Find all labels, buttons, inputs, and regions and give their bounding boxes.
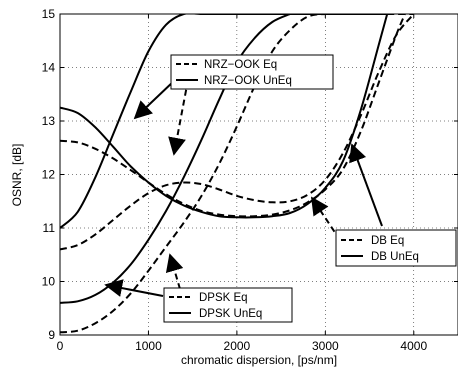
y-tick-label: 15 <box>42 7 56 21</box>
y-tick-label: 13 <box>42 114 56 128</box>
legend-label: DPSK UnEq <box>199 308 262 320</box>
arrow-dpsk-eq <box>170 255 180 289</box>
arrow-db-uneq <box>352 145 382 226</box>
x-axis-label: chromatic dispersion, [ps/nm] <box>181 353 337 367</box>
arrow-nrz-eq <box>174 80 188 154</box>
legend-label: DB Eq <box>371 235 404 247</box>
y-tick-label: 14 <box>42 61 56 75</box>
legend-label: NRZ−OOK UnEq <box>204 75 292 87</box>
series-line-2 <box>60 14 387 217</box>
y-tick-label: 11 <box>43 221 56 235</box>
legend-db: DB Eq DB UnEq <box>336 230 456 266</box>
arrow-dpsk-uneq <box>106 285 163 296</box>
series-line-6 <box>60 13 387 228</box>
y-tick-label: 9 <box>48 328 55 342</box>
x-tick-label: 1000 <box>135 339 162 353</box>
legend-label: DB UnEq <box>371 251 419 263</box>
legend-label: DPSK Eq <box>199 292 248 304</box>
legend-label: NRZ−OOK Eq <box>204 59 277 71</box>
legend-dpsk: DPSK Eq DPSK UnEq <box>164 288 292 322</box>
legend-nrz-ook: NRZ−OOK Eq NRZ−OOK UnEq <box>171 55 333 89</box>
arrow-nrz-uneq <box>135 80 175 118</box>
x-tick-label: 2000 <box>224 339 251 353</box>
series-line-1 <box>60 14 405 216</box>
x-tick-label: 0 <box>57 339 64 353</box>
x-tick-label: 4000 <box>400 339 427 353</box>
y-tick-label: 10 <box>42 275 56 289</box>
y-axis-label: OSNR, [dB] <box>10 144 24 207</box>
x-tick-label: 3000 <box>312 339 339 353</box>
y-tick-label: 12 <box>42 168 56 182</box>
